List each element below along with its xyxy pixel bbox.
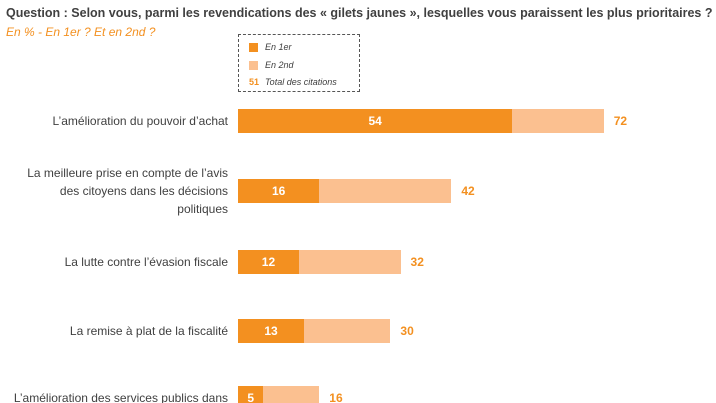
- category-label: La remise à plat de la fiscalité: [69, 324, 228, 338]
- legend-swatch: [249, 42, 258, 52]
- legend-label: Total des citations: [265, 77, 337, 87]
- value-label: 12: [261, 255, 276, 269]
- legend-item: En 2nd: [249, 60, 294, 70]
- total-label: 42: [461, 184, 475, 198]
- bar: [319, 179, 452, 203]
- chart-title: Question : Selon vous, parmi les revendi…: [6, 6, 713, 20]
- legend-sample: 51: [249, 77, 260, 87]
- category-label: L’amélioration du pouvoir d’achat: [52, 114, 228, 128]
- total-label: 72: [613, 114, 628, 128]
- legend-label: En 2nd: [265, 60, 294, 70]
- category-label: L’amélioration des services publics dans: [13, 391, 228, 403]
- bar: 5: [238, 386, 264, 403]
- legend-item: 51 Total des citations: [249, 77, 337, 87]
- chart-subtitle: En % - En 1er ? Et en 2nd ?: [6, 25, 156, 39]
- value-label: 13: [264, 324, 278, 338]
- value-label: 54: [368, 114, 382, 128]
- total-label: 32: [410, 255, 424, 269]
- value-label: 5: [247, 391, 255, 403]
- bar: 12: [238, 250, 299, 274]
- bar: 54: [238, 109, 513, 133]
- legend-item: En 1er: [249, 42, 292, 52]
- bar: [512, 109, 604, 133]
- category-label: La lutte contre l’évasion fiscale: [64, 255, 228, 269]
- total-label: 30: [400, 324, 414, 338]
- legend: En 1er En 2nd 51 Total des citations: [238, 34, 360, 92]
- bar: 16: [238, 179, 320, 203]
- legend-swatch: [249, 60, 258, 70]
- bar: [263, 386, 320, 403]
- category-label: La meilleure prise en compte de l’avis d…: [27, 166, 228, 216]
- bar: 13: [238, 319, 305, 343]
- bar: [304, 319, 391, 343]
- legend-label: En 1er: [265, 42, 292, 52]
- bar: [298, 250, 401, 274]
- total-label: 16: [329, 391, 343, 403]
- value-label: 16: [271, 184, 286, 198]
